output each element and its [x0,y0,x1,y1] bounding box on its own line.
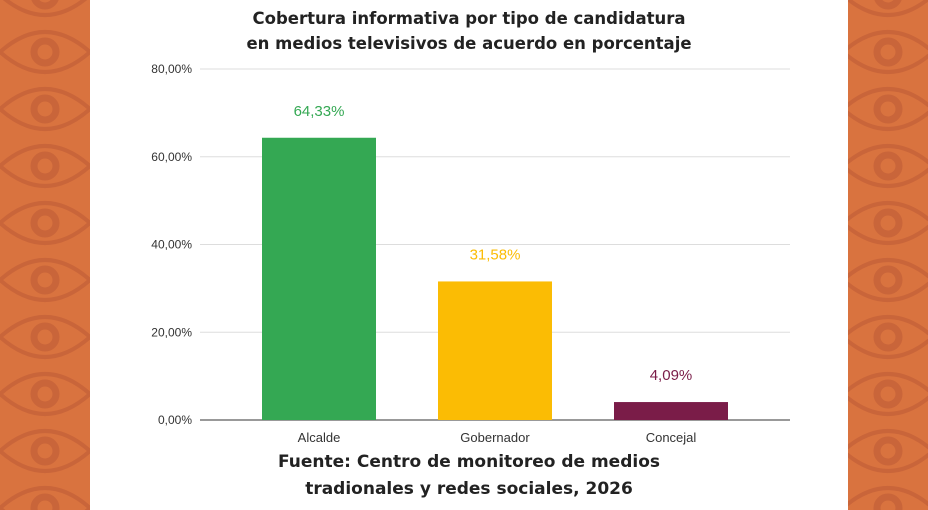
title-line-2: en medios televisivos de acuerdo en porc… [246,34,692,53]
eye-pattern-left [0,0,90,510]
eye-icon [0,486,90,510]
eye-icon [848,315,928,359]
x-tick-label: Concejal [646,430,697,445]
eye-icon [848,30,928,74]
eye-pattern-right [848,0,928,510]
eye-icon [0,372,90,416]
source-line-1: Fuente: Centro de monitoreo de medios [277,452,660,472]
chart-title: Cobertura informativa por tipo de candid… [90,6,848,56]
x-tick-label: Alcalde [298,430,341,445]
x-tick-label: Gobernador [460,430,530,445]
y-tick-label: 20,00% [151,325,192,339]
eye-icon [848,486,928,510]
source-line-2: tradionales y redes sociales, 2026 [305,479,633,499]
eye-icon [848,87,928,131]
y-tick-label: 40,00% [151,238,192,252]
bar-gobernador [438,281,552,420]
eye-icon [0,201,90,245]
data-label: 4,09% [650,367,693,384]
data-label: 64,33% [294,103,345,120]
eye-icon [0,315,90,359]
eye-icon [0,429,90,473]
bar-chart: 0,00% 20,00% 40,00% 60,00% 80,00% 64,33% Alcal… [151,62,790,445]
eye-icon [848,144,928,188]
eye-icon [0,144,90,188]
eye-icon [848,0,928,17]
bar-concejal [614,402,728,420]
eye-icon [3,0,87,17]
eye-icon [848,258,928,302]
chart-panel: Cobertura informativa por tipo de candid… [90,0,848,510]
eye-icon [848,372,928,416]
eye-icon [0,258,90,302]
y-tick-label: 60,00% [151,150,192,164]
source-note: Fuente: Centro de monitoreo de medios tr… [90,449,848,503]
bar-alcalde [262,137,376,420]
eye-icon [848,429,928,473]
data-label: 31,58% [470,246,521,263]
eye-icon [848,201,928,245]
eye-icon [0,87,90,131]
y-tick-label: 80,00% [151,62,192,76]
y-tick-label: 0,00% [158,413,192,427]
title-line-1: Cobertura informativa por tipo de candid… [252,9,686,28]
eye-icon [0,30,90,74]
